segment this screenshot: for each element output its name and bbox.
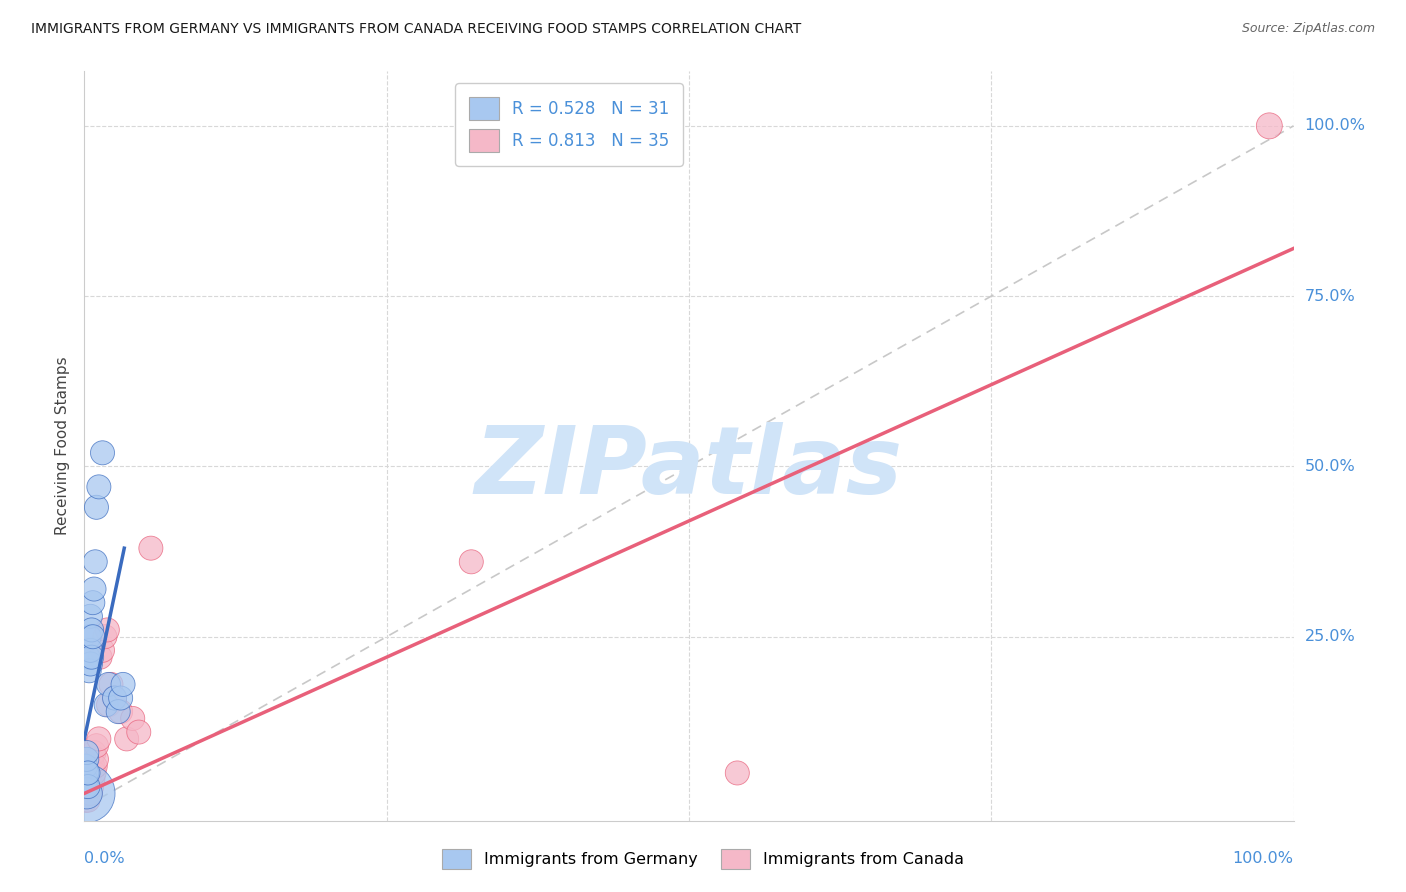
Point — [75, 772, 97, 787]
Point — [104, 691, 127, 706]
Text: 75.0%: 75.0% — [1305, 289, 1355, 303]
Text: 50.0%: 50.0% — [1305, 459, 1355, 474]
Legend: Immigrants from Germany, Immigrants from Canada: Immigrants from Germany, Immigrants from… — [436, 843, 970, 875]
Point — [80, 623, 103, 637]
Point — [75, 759, 97, 773]
Point — [82, 772, 104, 787]
Point — [100, 677, 122, 691]
Point — [87, 480, 110, 494]
Text: 0.0%: 0.0% — [84, 851, 125, 866]
Point — [96, 623, 118, 637]
Point — [80, 650, 103, 665]
Point — [86, 739, 108, 753]
Point — [77, 759, 100, 773]
Point — [86, 500, 108, 515]
Point — [83, 766, 105, 780]
Point — [75, 793, 97, 807]
Point — [83, 582, 105, 596]
Text: 25.0%: 25.0% — [1305, 629, 1355, 644]
Point — [91, 643, 114, 657]
Point — [77, 650, 100, 665]
Point — [460, 555, 482, 569]
Point — [94, 698, 117, 712]
Point — [77, 664, 100, 678]
Point — [82, 630, 104, 644]
Y-axis label: Receiving Food Stamps: Receiving Food Stamps — [55, 357, 70, 535]
Point — [77, 630, 100, 644]
Point — [76, 766, 98, 780]
Point — [110, 705, 132, 719]
Legend: R = 0.528   N = 31, R = 0.813   N = 35: R = 0.528 N = 31, R = 0.813 N = 35 — [456, 84, 683, 166]
Point — [76, 786, 98, 800]
Point — [97, 677, 120, 691]
Point — [77, 793, 100, 807]
Point — [112, 677, 135, 691]
Point — [82, 759, 104, 773]
Point — [107, 705, 129, 719]
Point — [76, 766, 98, 780]
Point — [97, 698, 120, 712]
Point — [76, 752, 98, 766]
Point — [89, 650, 111, 665]
Point — [79, 643, 101, 657]
Text: ZIPatlas: ZIPatlas — [475, 423, 903, 515]
Point — [91, 446, 114, 460]
Point — [77, 780, 100, 794]
Point — [80, 780, 103, 794]
Point — [79, 609, 101, 624]
Point — [128, 725, 150, 739]
Point — [77, 766, 100, 780]
Point — [80, 752, 103, 766]
Point — [94, 630, 117, 644]
Point — [77, 772, 100, 787]
Point — [87, 731, 110, 746]
Point — [75, 780, 97, 794]
Point — [75, 786, 97, 800]
Point — [725, 766, 748, 780]
Point — [79, 657, 101, 671]
Point — [121, 711, 143, 725]
Point — [1258, 119, 1281, 133]
Point — [104, 691, 127, 706]
Point — [84, 555, 107, 569]
Text: 100.0%: 100.0% — [1233, 851, 1294, 866]
Point — [76, 786, 98, 800]
Point — [115, 731, 138, 746]
Text: 100.0%: 100.0% — [1305, 119, 1365, 133]
Point — [75, 780, 97, 794]
Point — [139, 541, 162, 556]
Text: IMMIGRANTS FROM GERMANY VS IMMIGRANTS FROM CANADA RECEIVING FOOD STAMPS CORRELAT: IMMIGRANTS FROM GERMANY VS IMMIGRANTS FR… — [31, 22, 801, 37]
Point — [84, 759, 107, 773]
Point — [76, 746, 98, 760]
Point — [110, 691, 132, 706]
Point — [86, 752, 108, 766]
Text: Source: ZipAtlas.com: Source: ZipAtlas.com — [1241, 22, 1375, 36]
Point — [79, 766, 101, 780]
Point — [83, 746, 105, 760]
Point — [77, 780, 100, 794]
Point — [82, 596, 104, 610]
Point — [79, 786, 101, 800]
